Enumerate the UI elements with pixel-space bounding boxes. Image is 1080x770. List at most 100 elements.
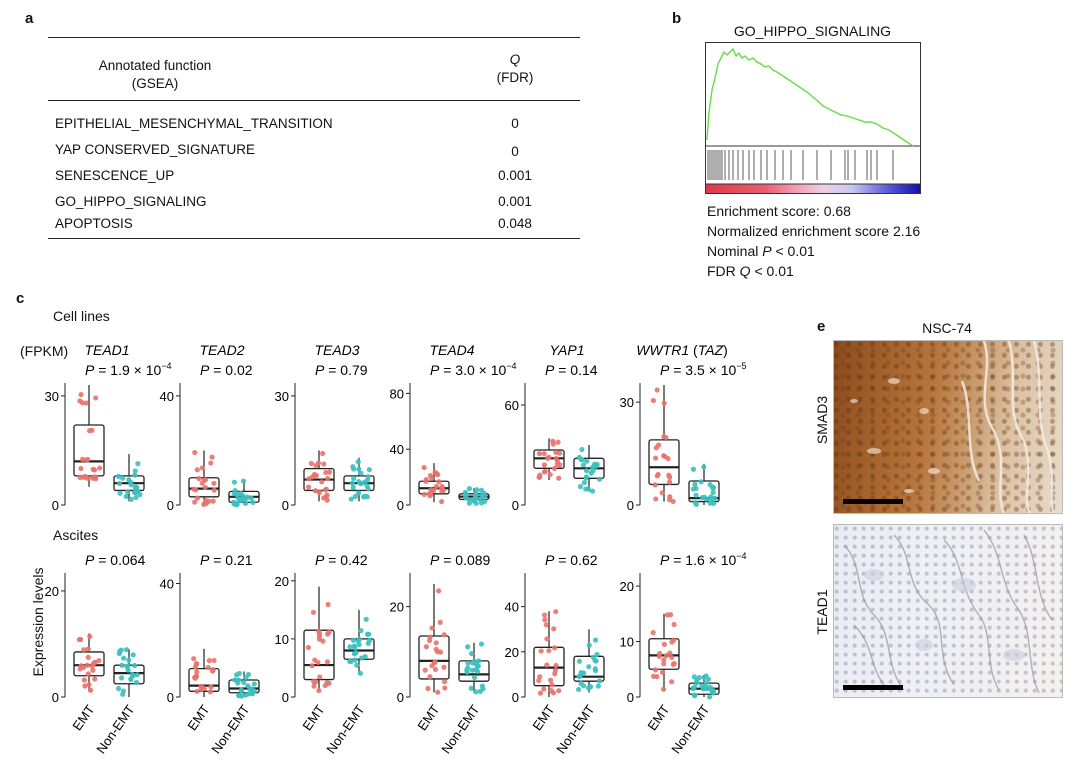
y-tick-label: 0 (52, 498, 59, 513)
table-row-name: YAP CONSERVED_SIGNATURE (55, 142, 256, 157)
p-value-var: P (85, 362, 95, 378)
data-point (553, 662, 559, 669)
data-point (311, 683, 317, 689)
gene-label-extra: ( (689, 342, 698, 358)
data-point (84, 662, 90, 668)
data-point (315, 659, 321, 666)
data-point (536, 451, 543, 457)
p-value-var: P (545, 362, 555, 378)
gsea-nominal-p-var: P (762, 243, 772, 259)
data-point (596, 476, 603, 482)
data-point (650, 397, 657, 404)
data-point (316, 631, 323, 637)
data-point (208, 460, 214, 466)
data-point (587, 684, 594, 690)
data-point (586, 664, 592, 670)
box-emt (188, 667, 220, 692)
boxplot-cell-lines-tead2: TEAD2 P = 0.02 0 40 (160, 342, 260, 513)
data-point (238, 688, 245, 694)
data-point (325, 631, 331, 637)
data-point (590, 468, 596, 474)
data-point (663, 434, 669, 441)
data-point (250, 499, 256, 506)
data-point (192, 499, 198, 505)
box-emt (648, 638, 680, 670)
p-value-text: = 3.5 × 10 (669, 362, 736, 378)
data-point (241, 679, 247, 686)
data-point (536, 677, 542, 684)
data-point (132, 468, 138, 474)
data-point (130, 672, 136, 679)
data-point (430, 487, 437, 494)
data-point (132, 472, 138, 478)
data-point (78, 636, 84, 643)
data-point (541, 462, 548, 468)
data-point (466, 497, 472, 503)
x-tick-label: EMT (414, 702, 442, 733)
table-row-name: SENESCENCE_UP (55, 168, 175, 183)
data-point (210, 668, 216, 674)
data-point (593, 658, 599, 664)
y-tick-label: 10 (275, 632, 289, 647)
data-point (667, 494, 673, 500)
data-point (245, 671, 252, 678)
data-point (82, 473, 88, 480)
data-point (465, 665, 471, 671)
data-point (351, 475, 357, 481)
data-point (323, 486, 329, 492)
table-col1-header-line1: Annotated function (98, 58, 212, 73)
data-point (654, 473, 660, 479)
data-point (364, 483, 370, 489)
data-point (208, 684, 214, 690)
data-point (690, 466, 697, 472)
data-point (580, 462, 587, 468)
data-point (557, 462, 563, 468)
gsea-fdr-prefix: FDR (707, 263, 740, 279)
boxplot-cell-lines-yap1: YAP1 P = 0.14 0 60 (505, 342, 605, 513)
data-point (546, 648, 552, 654)
table-col2-header-line1: Q (509, 52, 521, 67)
data-point (364, 477, 371, 483)
data-point (194, 467, 200, 473)
y-tick-label: 30 (45, 389, 59, 404)
y-tick-label: 0 (52, 690, 59, 705)
data-point (661, 661, 667, 667)
data-point (313, 472, 320, 479)
data-point (478, 641, 485, 647)
data-point (347, 644, 353, 650)
data-point (309, 663, 315, 669)
gsea-nominal-p: Nominal P < 0.01 (707, 243, 815, 259)
data-point (308, 460, 314, 466)
smad3-tissue-overlay (850, 341, 1056, 513)
table-header-rule (48, 100, 580, 101)
data-point (471, 498, 477, 504)
data-point (661, 641, 667, 647)
data-point (432, 666, 439, 672)
data-point (436, 588, 442, 594)
data-point (251, 681, 257, 687)
table-row-q: 0.048 (498, 216, 532, 231)
y-tick-label: 0 (167, 690, 174, 705)
table-row-q: 0.001 (498, 168, 532, 183)
data-point (305, 484, 312, 490)
data-point (194, 669, 200, 675)
data-point (583, 474, 589, 480)
data-point (85, 654, 91, 660)
data-point (202, 484, 208, 491)
p-value-var: P (315, 362, 325, 378)
data-point (553, 455, 559, 462)
data-point (78, 391, 84, 398)
gsea-fdr-var: Q (739, 263, 751, 279)
y-tick-label: 0 (397, 690, 404, 705)
gsea-nominal-p-prefix: Nominal (707, 243, 763, 259)
data-point (324, 497, 330, 503)
data-point (473, 660, 479, 666)
data-point (577, 484, 584, 490)
data-point (323, 469, 329, 476)
data-point (464, 669, 470, 675)
p-value-label: P = 3.0 × 10−4 (430, 361, 517, 378)
data-point (115, 685, 122, 692)
data-point (88, 687, 94, 693)
data-point (192, 664, 198, 670)
data-point (238, 693, 245, 699)
